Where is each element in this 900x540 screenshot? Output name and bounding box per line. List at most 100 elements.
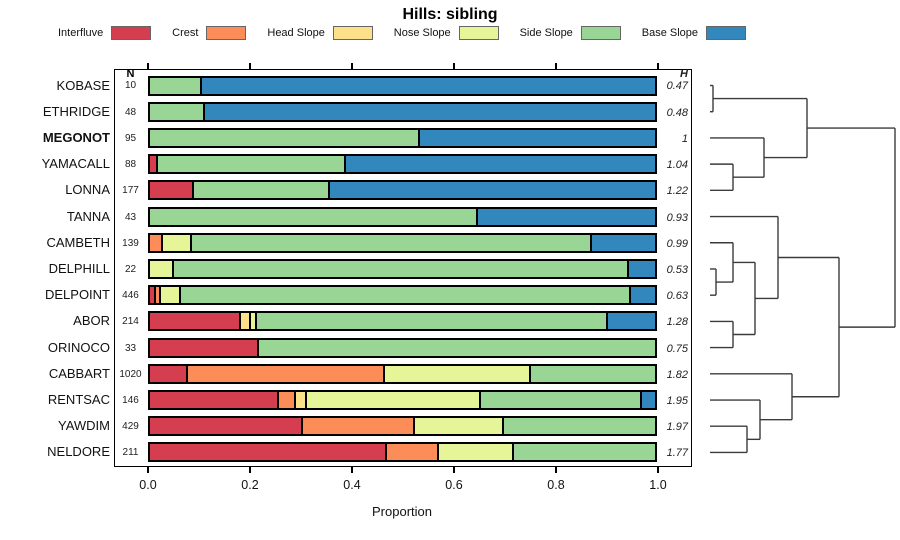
bar-segment-base-slope — [607, 313, 655, 330]
bar-segment-nose-slope — [162, 234, 193, 251]
x-axis-tick-label: 0.6 — [445, 478, 463, 492]
bar-segment-side-slope — [531, 365, 655, 382]
bar-segment-nose-slope — [307, 392, 482, 409]
row-label: YAMACALL — [41, 156, 110, 172]
stacked-bar — [148, 416, 657, 437]
n-value: 43 — [124, 211, 137, 223]
bar-segment-side-slope — [258, 339, 655, 356]
stacked-bar — [148, 206, 657, 227]
stacked-bar — [148, 127, 657, 148]
row-label: YAWDIM — [58, 418, 110, 434]
bar-segment-nose-slope — [250, 313, 258, 330]
x-axis-tick — [453, 467, 455, 473]
n-value: 1020 — [119, 368, 142, 380]
x-axis-tick — [555, 467, 557, 473]
legend-swatch-head-slope — [332, 26, 373, 40]
bar-segment-base-slope — [420, 129, 655, 146]
n-value: 88 — [124, 159, 137, 171]
x-axis-title: Proportion — [372, 504, 432, 519]
n-value: 211 — [122, 447, 139, 459]
h-value: 0.75 — [666, 342, 688, 355]
bar-segment-side-slope — [192, 234, 592, 251]
bar-segment-interfluve — [150, 287, 157, 304]
bar-segment-interfluve — [150, 156, 159, 173]
stacked-bar — [148, 285, 657, 306]
x-axis-tick — [657, 467, 659, 473]
legend: Interfluve Crest Head Slope Nose Slope Side … — [58, 26, 746, 40]
x-axis-tick-top — [657, 63, 659, 69]
stacked-bar — [148, 311, 657, 332]
n-value: 139 — [122, 237, 139, 249]
legend-swatch-crest — [206, 26, 247, 40]
h-column-header: H — [680, 67, 688, 80]
row-label: CAMBETH — [46, 234, 110, 250]
bar-segment-side-slope — [481, 392, 643, 409]
h-value: 0.99 — [666, 237, 688, 250]
x-axis-tick — [249, 467, 251, 473]
x-axis-tick — [351, 467, 353, 473]
row-label: ORINOCO — [47, 339, 110, 355]
bar-segment-side-slope — [150, 208, 478, 225]
bar-segment-side-slope — [180, 287, 631, 304]
bar-segment-side-slope — [513, 444, 655, 461]
plot-area-border — [114, 69, 692, 467]
bar-segment-interfluve — [150, 392, 279, 409]
h-value: H 0.47 — [658, 68, 688, 92]
bar-segment-side-slope — [158, 156, 346, 173]
legend-label: Crest — [172, 27, 199, 39]
bar-segment-interfluve — [150, 182, 195, 199]
h-value: 1.95 — [666, 395, 688, 408]
x-axis-tick-top — [453, 63, 455, 69]
legend-swatch-nose-slope — [458, 26, 499, 40]
n-value: 214 — [122, 316, 139, 328]
x-axis-tick-label: 0.2 — [241, 478, 259, 492]
legend-swatch-side-slope — [580, 26, 621, 40]
row-label: RENTSAC — [47, 392, 110, 408]
legend-item: Side Slope — [520, 26, 621, 40]
h-value: 1.04 — [666, 159, 688, 172]
stacked-bar — [148, 337, 657, 358]
n-value: N 10 — [116, 68, 145, 92]
bar-segment-base-slope — [591, 234, 655, 251]
bar-segment-crest — [156, 287, 162, 304]
bar-segment-side-slope — [173, 260, 630, 277]
legend-label: Nose Slope — [393, 27, 451, 39]
x-axis-tick-label: 0.8 — [547, 478, 565, 492]
stacked-bar — [148, 390, 657, 411]
legend-swatch-base-slope — [706, 26, 746, 40]
stacked-bar — [148, 232, 657, 253]
chart-title: Hills: sibling — [402, 6, 498, 23]
bar-segment-crest — [150, 234, 163, 251]
bar-segment-base-slope — [477, 208, 655, 225]
legend-label: Head Slope — [267, 27, 325, 39]
bar-segment-nose-slope — [150, 260, 174, 277]
x-axis-tick-top — [555, 63, 557, 69]
n-column-header: N — [126, 67, 135, 80]
bar-segment-crest — [278, 392, 296, 409]
legend-label: Base Slope — [641, 27, 698, 39]
n-value: 429 — [122, 421, 139, 433]
x-axis-tick-top — [351, 63, 353, 69]
legend-item: Crest — [172, 26, 247, 40]
h-value: 0.93 — [666, 211, 688, 224]
legend-label: Interfluve — [58, 27, 104, 39]
h-value: 1 — [681, 132, 688, 145]
bar-segment-interfluve — [150, 365, 188, 382]
n-value: 33 — [124, 342, 137, 354]
x-axis-tick-label: 0.4 — [343, 478, 361, 492]
h-value: 1.77 — [666, 447, 688, 460]
bar-segment-side-slope — [194, 182, 331, 199]
n-value: 146 — [122, 395, 139, 407]
row-label: NELDORE — [47, 444, 110, 460]
stacked-bar — [148, 442, 657, 463]
h-value: 0.48 — [666, 106, 688, 119]
bar-segment-side-slope — [150, 129, 421, 146]
bar-segment-nose-slope — [161, 287, 181, 304]
stacked-bar — [148, 75, 657, 96]
bar-segment-nose-slope — [414, 418, 505, 435]
row-label: KOBASE — [56, 77, 110, 93]
row-label: ABOR — [73, 313, 110, 329]
bar-segment-base-slope — [629, 260, 655, 277]
bar-segment-nose-slope — [439, 444, 514, 461]
